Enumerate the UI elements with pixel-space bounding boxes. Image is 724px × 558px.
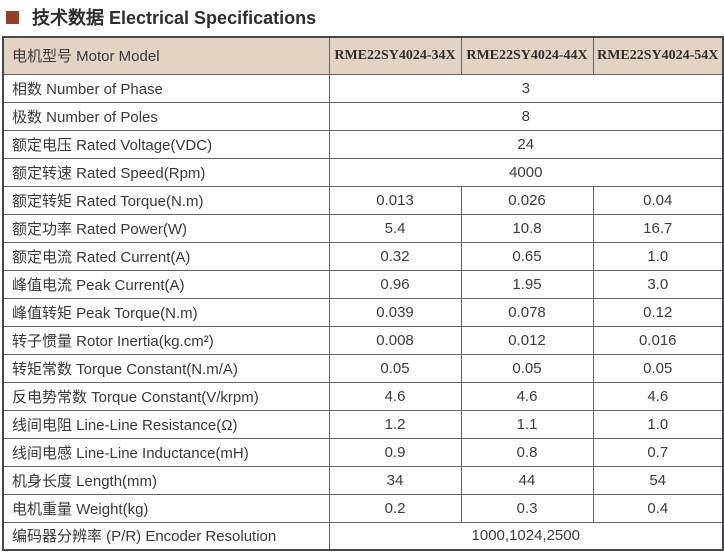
row-label: 线间电阻 Line-Line Resistance(Ω) (2, 409, 330, 439)
row-value: 34 (328, 465, 462, 495)
row-value: 0.012 (460, 325, 594, 355)
table-row: 线间电阻 Line-Line Resistance(Ω) 1.2 1.1 1.0 (2, 409, 724, 439)
row-value: 0.96 (328, 269, 462, 299)
row-label: 反电势常数 Torque Constant(V/krpm) (2, 381, 330, 411)
row-value: 10.8 (460, 213, 594, 243)
row-value: 0.05 (460, 353, 594, 383)
table-row: 峰值电流 Peak Current(A) 0.96 1.95 3.0 (2, 269, 724, 299)
header-model-44x: RME22SY4024-44X (460, 36, 594, 75)
row-label: 额定转速 Rated Speed(Rpm) (2, 157, 330, 187)
row-value: 4.6 (460, 381, 594, 411)
row-label: 额定功率 Rated Power(W) (2, 213, 330, 243)
row-label: 转矩常数 Torque Constant(N.m/A) (2, 353, 330, 383)
row-value: 54 (592, 465, 724, 495)
row-label: 电机重量 Weight(kg) (2, 493, 330, 523)
page-title: 技术数据 Electrical Specifications (32, 8, 317, 28)
row-value: 0.7 (592, 437, 724, 467)
row-value: 3.0 (592, 269, 724, 299)
row-value: 0.04 (592, 185, 724, 215)
row-value: 0.65 (460, 241, 594, 271)
row-label: 转子惯量 Rotor Inertia(kg.cm²) (2, 325, 330, 355)
row-value: 0.9 (328, 437, 462, 467)
row-label: 线间电感 Line-Line Inductance(mH) (2, 437, 330, 467)
row-label: 额定电压 Rated Voltage(VDC) (2, 129, 330, 159)
table-row: 电机重量 Weight(kg) 0.2 0.3 0.4 (2, 493, 724, 523)
row-value: 0.026 (460, 185, 594, 215)
row-value: 0.008 (328, 325, 462, 355)
row-value: 0.016 (592, 325, 724, 355)
row-value: 1.95 (460, 269, 594, 299)
row-label: 峰值电流 Peak Current(A) (2, 269, 330, 299)
table-row: 反电势常数 Torque Constant(V/krpm) 4.6 4.6 4.6 (2, 381, 724, 411)
row-value: 16.7 (592, 213, 724, 243)
row-value: 0.4 (592, 493, 724, 523)
table-row: 转矩常数 Torque Constant(N.m/A) 0.05 0.05 0.05 (2, 353, 724, 383)
row-value: 0.32 (328, 241, 462, 271)
spec-table: 电机型号 Motor Model RME22SY4024-34X RME22SY… (2, 36, 724, 551)
section-title: 技术数据 Electrical Specifications (0, 0, 316, 34)
row-value: 1.0 (592, 409, 724, 439)
table-row: 额定电流 Rated Current(A) 0.32 0.65 1.0 (2, 241, 724, 271)
row-value: 0.12 (592, 297, 724, 327)
section-bullet-icon (6, 10, 19, 24)
row-label: 额定转矩 Rated Torque(N.m) (2, 185, 330, 215)
row-label: 额定电流 Rated Current(A) (2, 241, 330, 271)
row-value: 0.05 (328, 353, 462, 383)
table-row: 额定转矩 Rated Torque(N.m) 0.013 0.026 0.04 (2, 185, 724, 215)
row-label: 编码器分辨率 (P/R) Encoder Resolution (2, 521, 330, 551)
row-value-merged: 3 (328, 73, 724, 103)
row-value: 0.3 (460, 493, 594, 523)
row-value: 0.039 (328, 297, 462, 327)
row-value: 0.013 (328, 185, 462, 215)
table-row: 峰值转矩 Peak Torque(N.m) 0.039 0.078 0.12 (2, 297, 724, 327)
row-value: 4.6 (592, 381, 724, 411)
table-row: 相数 Number of Phase 3 (2, 73, 724, 103)
spec-table-body: 相数 Number of Phase 3 极数 Number of Poles 8 额定… (2, 73, 724, 551)
row-value: 44 (460, 465, 594, 495)
table-row: 转子惯量 Rotor Inertia(kg.cm²) 0.008 0.012 0.01… (2, 325, 724, 355)
table-row: 额定电压 Rated Voltage(VDC) 24 (2, 129, 724, 159)
header-motor-model-label: 电机型号 Motor Model (2, 36, 330, 75)
row-value: 1.1 (460, 409, 594, 439)
table-header-row: 电机型号 Motor Model RME22SY4024-34X RME22SY… (2, 36, 724, 75)
row-value: 1.2 (328, 409, 462, 439)
row-value: 0.078 (460, 297, 594, 327)
row-value-merged: 1000,1024,2500 (328, 521, 724, 551)
table-row: 线间电感 Line-Line Inductance(mH) 0.9 0.8 0.7 (2, 437, 724, 467)
table-row: 额定功率 Rated Power(W) 5.4 10.8 16.7 (2, 213, 724, 243)
header-model-54x: RME22SY4024-54X (592, 36, 724, 75)
row-value: 5.4 (328, 213, 462, 243)
row-label: 相数 Number of Phase (2, 73, 330, 103)
table-row: 机身长度 Length(mm) 34 44 54 (2, 465, 724, 495)
header-model-34x: RME22SY4024-34X (328, 36, 462, 75)
table-row: 极数 Number of Poles 8 (2, 101, 724, 131)
table-row: 编码器分辨率 (P/R) Encoder Resolution 1000,1024… (2, 521, 724, 551)
row-value: 4.6 (328, 381, 462, 411)
row-value-merged: 8 (328, 101, 724, 131)
row-label: 机身长度 Length(mm) (2, 465, 330, 495)
row-label: 极数 Number of Poles (2, 101, 330, 131)
row-value-merged: 4000 (328, 157, 724, 187)
table-row: 额定转速 Rated Speed(Rpm) 4000 (2, 157, 724, 187)
row-label: 峰值转矩 Peak Torque(N.m) (2, 297, 330, 327)
row-value: 0.8 (460, 437, 594, 467)
row-value: 1.0 (592, 241, 724, 271)
row-value-merged: 24 (328, 129, 724, 159)
row-value: 0.2 (328, 493, 462, 523)
row-value: 0.05 (592, 353, 724, 383)
